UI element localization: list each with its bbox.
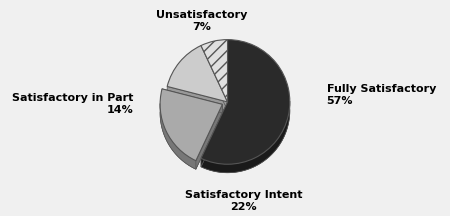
Polygon shape	[167, 86, 228, 110]
Text: Satisfactory Intent
22%: Satisfactory Intent 22%	[185, 190, 302, 212]
Polygon shape	[201, 110, 290, 173]
Polygon shape	[160, 103, 196, 169]
Text: Unsatisfactory
7%: Unsatisfactory 7%	[156, 10, 247, 32]
Text: Fully Satisfactory
57%: Fully Satisfactory 57%	[327, 84, 436, 106]
Text: Satisfactory in Part
14%: Satisfactory in Part 14%	[12, 93, 133, 115]
Wedge shape	[160, 89, 222, 161]
Wedge shape	[167, 46, 228, 102]
Polygon shape	[196, 104, 222, 169]
Polygon shape	[201, 101, 290, 173]
Wedge shape	[201, 40, 290, 164]
Wedge shape	[201, 40, 228, 102]
Polygon shape	[162, 89, 222, 113]
Polygon shape	[201, 102, 228, 167]
Polygon shape	[201, 46, 228, 110]
Polygon shape	[160, 112, 222, 169]
Polygon shape	[201, 46, 228, 110]
